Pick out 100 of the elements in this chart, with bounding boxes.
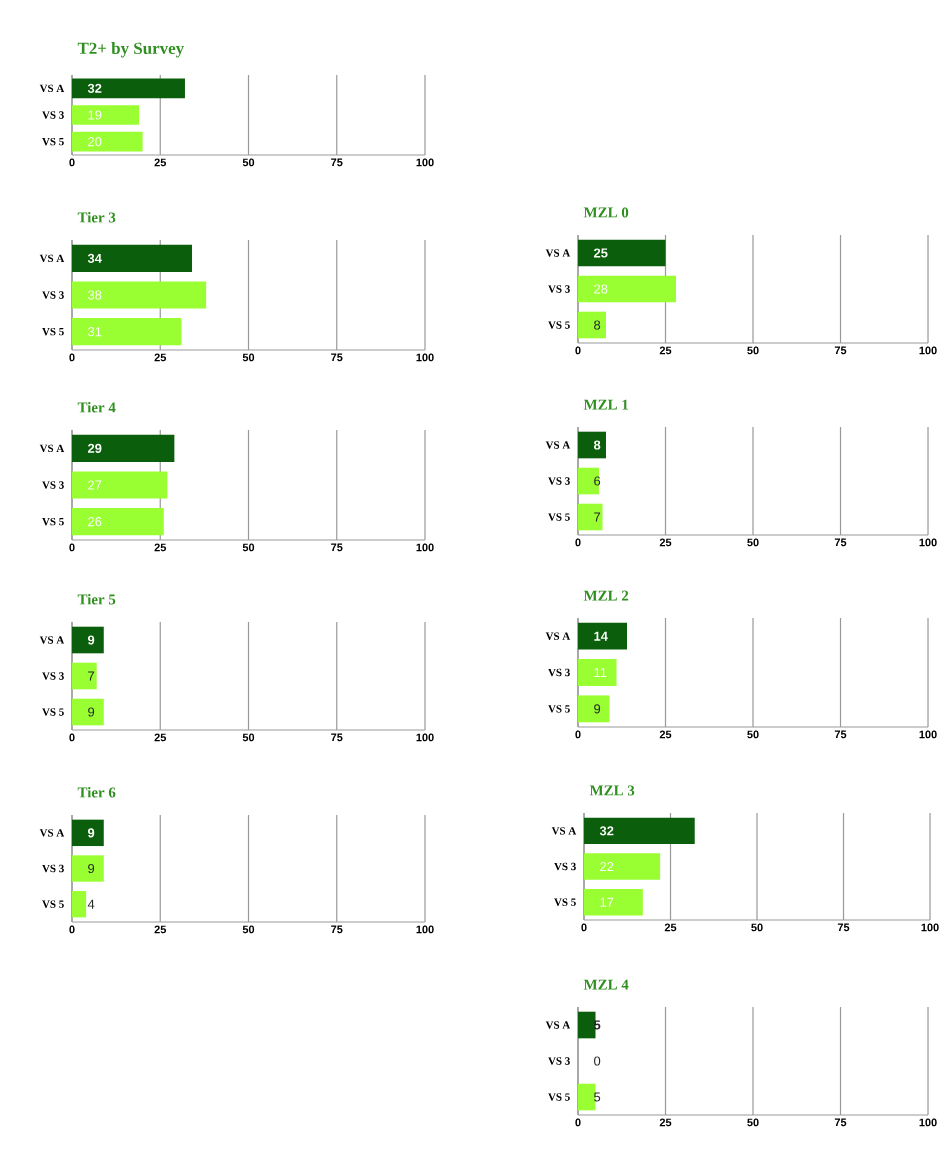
data-label: 27 [88,480,102,490]
bar [578,311,607,339]
chart-title: MZL 0 [583,207,629,218]
y-tick-label: VS 3 [42,864,64,873]
y-tick-label: VS 5 [548,1093,570,1101]
y-tick-label: VS A [545,441,571,449]
x-tick-label: 25 [659,730,672,739]
x-tick-label: 100 [919,1118,937,1127]
data-label: 9 [88,707,95,717]
x-tick-label: 0 [575,730,581,739]
chart-title: Tier 6 [77,787,116,798]
x-tick-label: 25 [154,353,167,362]
x-tick-label: 75 [331,543,343,552]
y-tick-label: VS 3 [548,1057,570,1065]
x-tick-label: 100 [416,925,434,934]
x-tick-label: 75 [834,1118,847,1127]
x-tick-label: 50 [751,923,763,932]
x-tick-label: 50 [747,538,759,547]
data-label: 8 [594,320,601,330]
x-tick-label: 50 [747,1118,759,1127]
x-tick-label: 75 [834,346,847,355]
y-tick-label: VS 3 [548,668,570,677]
data-label: 14 [594,631,608,641]
bar [584,888,643,916]
bar [72,105,140,125]
data-label: 32 [87,83,102,93]
y-tick-label: VS A [39,254,65,263]
bar [72,281,207,309]
bar [72,318,182,346]
y-tick-label: VS 5 [42,708,64,716]
data-label: 29 [87,443,102,453]
x-tick-label: 50 [242,733,255,742]
bar [578,467,600,495]
chart-title: Tier 4 [77,402,116,413]
y-tick-label: VS 5 [548,321,570,329]
chart-title: MZL 2 [583,590,629,601]
x-tick-label: 0 [575,1118,581,1127]
data-label: 28 [594,284,608,294]
x-tick-label: 50 [242,543,255,552]
x-tick-label: 100 [416,158,434,167]
bar [584,817,695,845]
y-tick-label: VS A [39,444,65,453]
x-tick-label: 50 [747,346,759,355]
x-tick-label: 75 [331,353,343,362]
data-label: 0 [594,1056,601,1066]
x-tick-label: 0 [575,538,581,547]
y-tick-label: VS 3 [548,285,570,293]
x-tick-label: 25 [664,923,677,932]
x-tick-label: 100 [416,733,434,742]
data-label: 32 [599,826,614,836]
x-tick-label: 100 [919,346,937,355]
y-tick-label: VS A [545,632,571,640]
y-tick-label: VS 5 [548,513,570,521]
data-label: 7 [594,512,601,522]
chart-title: MZL 3 [589,785,635,796]
y-tick-label: VS A [39,829,65,837]
y-tick-label: VS A [39,84,65,93]
x-tick-label: 25 [154,543,167,552]
y-tick-label: VS A [39,636,65,644]
chart-title: Tier 5 [77,594,116,605]
bar [578,239,666,267]
y-tick-label: VS 3 [42,291,64,299]
x-tick-label: 100 [921,923,939,932]
chart-title: MZL 1 [583,399,629,410]
data-label: 4 [87,899,95,909]
bar [72,244,193,272]
bar [578,503,603,531]
data-label: 38 [88,290,102,300]
y-tick-label: VS A [551,827,577,835]
x-tick-label: 100 [416,353,434,362]
x-tick-label: 75 [331,158,343,167]
y-tick-label: VS 3 [554,862,576,871]
y-tick-label: VS A [545,1021,571,1029]
x-tick-label: 25 [154,733,167,742]
y-tick-label: VS 5 [554,898,576,906]
data-label: 26 [88,517,102,527]
x-tick-label: 0 [575,346,581,355]
x-tick-label: 50 [747,730,759,739]
y-tick-label: VS A [545,249,571,257]
bar [578,275,677,303]
data-label: 7 [88,671,95,681]
data-label: 31 [88,327,102,337]
y-tick-label: VS 3 [42,672,64,680]
x-tick-label: 75 [331,733,343,742]
data-label: 9 [88,863,95,874]
x-tick-label: 0 [69,353,75,362]
x-tick-label: 0 [69,733,75,742]
data-label: 11 [594,668,607,677]
data-label: 34 [87,253,102,263]
y-tick-label: VS 5 [548,705,570,713]
data-label: 17 [600,897,614,907]
data-label: 20 [88,137,102,147]
chart-title: MZL 4 [583,979,629,990]
data-label: 9 [87,635,95,645]
y-tick-label: VS 5 [42,137,64,146]
data-label: 9 [87,828,95,838]
bar [578,431,607,459]
x-tick-label: 75 [837,923,850,932]
bar [72,78,185,99]
x-tick-label: 75 [331,925,343,934]
